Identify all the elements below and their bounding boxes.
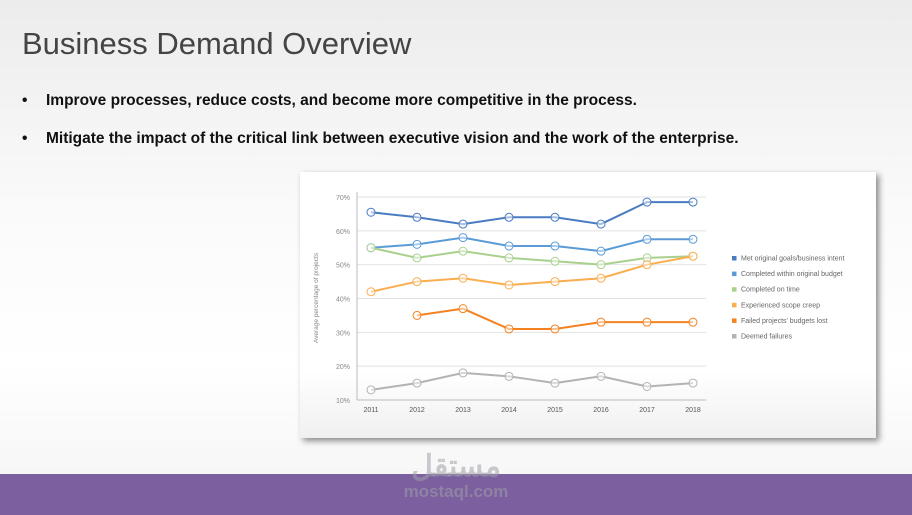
data-point	[458, 246, 468, 256]
x-tick-label: 2011	[363, 407, 378, 414]
legend-swatch	[732, 302, 737, 308]
legend-swatch	[732, 334, 737, 339]
data-point	[412, 253, 422, 263]
data-point	[642, 234, 652, 244]
data-point	[688, 234, 698, 244]
chart-svg: 10% 20% 30% 40% 50% 60% 70% 2011 2012 2013 2014 201…	[313, 192, 845, 414]
data-point	[412, 310, 422, 320]
data-point	[504, 280, 514, 290]
x-tick-label: 2016	[593, 407, 609, 414]
legend-label: Completed on time	[741, 287, 800, 294]
legend-label: Experienced scope creep	[741, 302, 820, 309]
legend-swatch	[732, 271, 737, 277]
data-point	[458, 273, 468, 283]
data-point	[458, 233, 468, 243]
data-point	[688, 251, 698, 261]
data-point	[412, 277, 422, 287]
watermark-latin: mostaql.com	[403, 482, 509, 501]
data-point	[596, 246, 606, 256]
y-tick-label: 40%	[336, 297, 350, 304]
data-point	[642, 381, 652, 391]
series-line	[370, 371, 694, 391]
y-tick-label: 10%	[336, 398, 350, 405]
data-point	[642, 317, 652, 327]
data-point	[504, 324, 514, 334]
y-tick-label: 20%	[336, 364, 350, 371]
legend-swatch	[732, 318, 737, 323]
data-point	[596, 260, 606, 270]
data-point	[688, 317, 698, 327]
data-point	[504, 241, 514, 251]
series-line	[370, 236, 693, 253]
footer-bar	[0, 474, 912, 515]
data-point	[642, 260, 652, 270]
series-line	[370, 246, 694, 266]
data-point	[596, 317, 606, 327]
bullet-text: Mitigate the impact of the critical link…	[46, 130, 739, 147]
data-point	[458, 368, 468, 378]
bullet-item: • Mitigate the impact of the critical lin…	[22, 130, 739, 148]
data-point	[550, 212, 560, 222]
x-tick-label: 2014	[501, 407, 517, 414]
bullet-dot: •	[22, 130, 28, 147]
series-line	[370, 201, 693, 226]
data-point	[504, 212, 514, 222]
x-tick-label: 2012	[409, 407, 425, 414]
y-tick-label: 60%	[336, 229, 350, 236]
legend-label: Met original goals/business intent	[741, 256, 845, 263]
legend-swatch	[732, 256, 737, 261]
data-point	[596, 371, 606, 381]
data-point	[550, 378, 560, 388]
x-tick-label: 2013	[455, 407, 471, 414]
y-tick-label: 30%	[336, 330, 350, 337]
watermark-logo: مستقل mostaql.com	[0, 452, 912, 502]
y-tick-label: 70%	[336, 195, 350, 202]
x-tick-label: 2018	[685, 407, 701, 414]
data-point	[550, 277, 560, 287]
data-point	[596, 219, 606, 229]
data-point	[458, 219, 468, 229]
data-point	[366, 207, 376, 217]
data-point	[550, 256, 560, 266]
data-point	[504, 253, 514, 263]
legend-label: Completed within original budget	[741, 271, 843, 278]
x-tick-label: 2015	[547, 407, 563, 414]
data-point	[412, 378, 422, 388]
slide-title: Business Demand Overview	[22, 26, 412, 61]
data-point	[412, 212, 422, 222]
data-point	[688, 378, 698, 388]
y-axis-label: Average percentage of projects	[313, 252, 320, 343]
series-line	[370, 255, 694, 293]
data-point	[550, 324, 560, 334]
bullet-item: • Improve processes, reduce costs, and be…	[22, 92, 637, 110]
data-point	[642, 197, 652, 207]
y-tick-label: 50%	[336, 263, 350, 270]
line-chart-image: 10% 20% 30% 40% 50% 60% 70% 2011 2012 2013 2014 201…	[300, 172, 876, 438]
x-tick-label: 2017	[639, 407, 655, 414]
data-point	[550, 241, 560, 251]
bullet-dot: •	[22, 92, 28, 109]
legend-swatch	[732, 287, 737, 292]
legend-label: Deemed failures	[741, 334, 792, 341]
data-point	[596, 273, 606, 283]
data-point	[688, 197, 698, 207]
data-point	[366, 243, 376, 253]
data-point	[366, 287, 376, 297]
data-point	[412, 239, 422, 249]
bullet-text: Improve processes, reduce costs, and bec…	[46, 92, 637, 109]
data-point	[504, 371, 514, 381]
data-point	[458, 304, 468, 314]
legend-label: Failed projects' budgets lost	[741, 318, 828, 325]
data-point	[366, 385, 376, 395]
watermark-arabic: مستقل	[411, 450, 501, 483]
